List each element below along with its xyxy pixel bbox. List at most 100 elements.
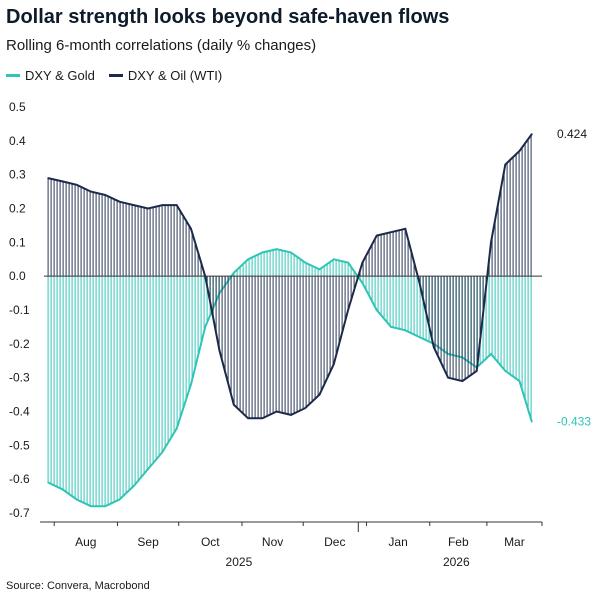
- data-point: [75, 498, 78, 501]
- data-point: [261, 417, 264, 420]
- legend-swatch-oil: [108, 74, 123, 77]
- data-point: [447, 376, 449, 379]
- data-point: [175, 427, 178, 430]
- data-point: [75, 184, 78, 186]
- y-tick-label: -0.3: [9, 371, 30, 385]
- data-point: [361, 261, 364, 264]
- data-point: [475, 370, 478, 372]
- data-point: [161, 204, 164, 206]
- data-point: [275, 410, 278, 413]
- data-point: [490, 241, 492, 244]
- y-tick-label: -0.1: [9, 303, 30, 317]
- data-point: [518, 150, 521, 152]
- data-point: [418, 282, 421, 284]
- data-point: [390, 326, 392, 328]
- data-point: [404, 329, 407, 332]
- data-point: [333, 258, 335, 261]
- data-point: [375, 309, 378, 311]
- data-point: [504, 163, 507, 166]
- chart-subtitle: Rolling 6-month correlations (daily % ch…: [6, 37, 317, 54]
- data-point: [218, 349, 221, 352]
- data-point: [90, 505, 92, 508]
- data-point: [190, 383, 192, 386]
- legend-swatch-gold: [6, 74, 20, 77]
- data-point: [261, 251, 264, 254]
- y-tick-label: 0.2: [9, 202, 26, 216]
- data-point: [433, 346, 435, 349]
- data-point: [90, 190, 92, 193]
- data-point: [318, 393, 321, 396]
- x-tick-label: Jan: [388, 535, 407, 549]
- data-point: [518, 380, 521, 382]
- data-point: [61, 180, 64, 183]
- series-oil: [47, 133, 533, 420]
- y-tick-label: 0.1: [9, 235, 26, 249]
- y-tick-label: 0.4: [9, 134, 26, 148]
- y-tick-label: -0.4: [9, 405, 30, 419]
- data-point: [531, 420, 533, 423]
- data-point: [247, 258, 249, 261]
- y-tick-label: -0.7: [9, 506, 30, 520]
- source-note: Source: Convera, Macrobond: [6, 580, 150, 592]
- data-point: [347, 309, 349, 311]
- data-point: [375, 234, 378, 237]
- data-point: [447, 353, 449, 355]
- data-point: [118, 498, 121, 501]
- data-point: [233, 272, 235, 274]
- data-point: [147, 207, 149, 210]
- legend-label-oil: DXY & Oil (WTI): [127, 68, 223, 83]
- data-point: [133, 485, 135, 487]
- x-tick-label: Nov: [262, 535, 283, 549]
- legend-label-gold: DXY & Gold: [25, 68, 95, 83]
- data-point: [47, 177, 49, 179]
- data-point: [290, 414, 292, 416]
- data-point: [118, 200, 121, 203]
- data-point: [247, 417, 249, 420]
- data-point: [61, 488, 64, 491]
- data-point: [133, 204, 135, 206]
- data-point: [347, 261, 349, 264]
- data-point: [190, 228, 192, 230]
- end-label-oil: 0.424: [557, 127, 587, 141]
- y-tick-label: 0.0: [9, 269, 26, 283]
- x-tick-label: Mar: [504, 535, 525, 549]
- data-point: [318, 268, 321, 271]
- y-tick-label: -0.2: [9, 337, 30, 351]
- chart-title: Dollar strength looks beyond safe-haven …: [6, 6, 450, 28]
- y-tick-label: -0.6: [9, 472, 30, 486]
- data-point: [461, 380, 464, 382]
- data-point: [333, 363, 335, 365]
- y-tick-label: 0.3: [9, 168, 26, 182]
- data-point: [504, 370, 507, 372]
- data-point: [233, 403, 235, 406]
- year-label-2026: 2026: [443, 555, 470, 569]
- data-point: [47, 481, 49, 484]
- legend-item-gold: DXY & Gold: [6, 68, 95, 83]
- data-point: [290, 251, 292, 254]
- year-label-2025: 2025: [226, 555, 253, 569]
- x-tick-label: Dec: [324, 535, 345, 549]
- x-tick-label: Feb: [448, 535, 469, 549]
- data-point: [175, 204, 178, 206]
- data-point: [204, 326, 206, 328]
- legend-item-oil: DXY & Oil (WTI): [108, 68, 223, 83]
- hatch-fill: [47, 133, 533, 508]
- data-point: [104, 194, 106, 196]
- data-point: [404, 228, 407, 230]
- y-tick-label: -0.5: [9, 438, 30, 452]
- x-tick-label: Oct: [201, 535, 220, 549]
- data-point: [361, 282, 364, 284]
- y-tick-label: 0.5: [9, 100, 26, 114]
- x-tick-label: Sep: [137, 535, 159, 549]
- data-point: [490, 353, 492, 355]
- data-point: [104, 505, 106, 508]
- chart-legend: DXY & Gold DXY & Oil (WTI): [6, 68, 222, 83]
- data-point: [418, 336, 421, 338]
- series-gold: [47, 248, 533, 508]
- data-point: [275, 248, 278, 250]
- data-point: [531, 133, 533, 135]
- x-tick-label: Aug: [75, 535, 96, 549]
- data-point: [304, 407, 307, 409]
- end-label-gold: -0.433: [557, 415, 591, 429]
